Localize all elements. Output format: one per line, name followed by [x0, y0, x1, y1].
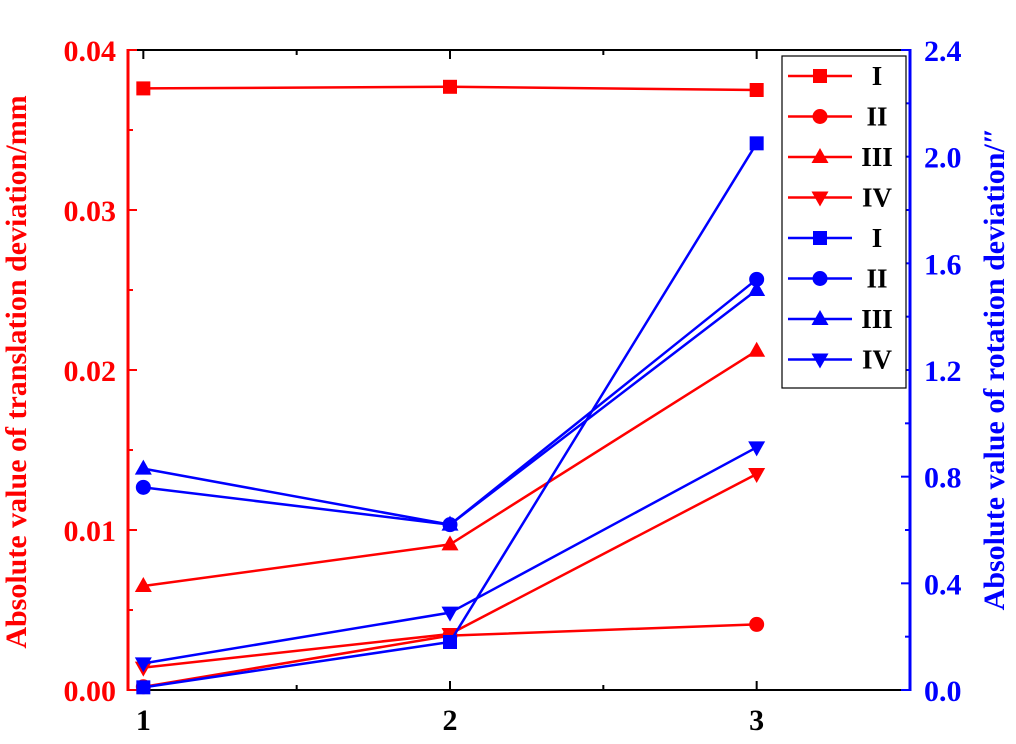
legend-marker: [811, 310, 829, 325]
right-axis-tick-label: 2.0: [924, 142, 962, 175]
left-axis-tick-label: 0.03: [64, 195, 117, 228]
data-point-left-iv: [748, 468, 766, 483]
right-axis-tick-label: 1.2: [924, 355, 962, 388]
legend-marker: [811, 353, 829, 369]
data-point-left-i: [749, 83, 764, 97]
data-point-right-ii: [135, 479, 151, 495]
legend-marker: [812, 271, 828, 286]
data-point-left-iii: [134, 577, 152, 592]
data-point-right-iv: [134, 657, 152, 673]
right-axis-tick-label: 2.4: [924, 35, 962, 68]
series-line-right-iii: [143, 289, 758, 526]
data-point-right-iv: [748, 441, 766, 457]
data-point-left-i: [443, 79, 457, 94]
x-axis-tick-label: 2: [443, 704, 458, 737]
legend-box: [781, 55, 907, 389]
plot-area: 0.00 0.01 0.02 0.03 0.04 0.0 0.4 0.8 1.2 1.6 2.0 2.…: [64, 35, 962, 737]
data-point-left-i: [136, 81, 151, 96]
legend-label: II: [866, 102, 887, 132]
data-point-right-ii: [749, 271, 765, 287]
legend-marker: [813, 231, 827, 245]
legend-label: IV: [862, 345, 893, 375]
legend-label: IV: [862, 183, 893, 213]
left-axis-tick-label: 0.01: [64, 515, 117, 548]
right-axis-tick-label: 0.4: [924, 568, 962, 601]
data-point-right-iii: [441, 515, 459, 531]
data-point-right-iii: [134, 459, 152, 475]
left-axis-title: Absolute value of translation deviation/…: [0, 95, 33, 648]
left-axis-tick-label: 0.04: [64, 35, 117, 68]
data-point-right-iii: [748, 281, 766, 296]
series-line-right-i: [143, 142, 758, 689]
right-axis-tick-label: 1.6: [924, 248, 962, 281]
data-point-right-i: [749, 136, 764, 151]
data-point-right-i: [443, 635, 457, 649]
legend-label: II: [866, 264, 887, 294]
legend-marker: [812, 109, 828, 124]
right-axis-title: Absolute value of rotation deviation/″: [978, 128, 1011, 611]
left-axis-tick-label: 0.00: [64, 675, 117, 708]
x-axis-tick-label: 1: [136, 704, 151, 737]
data-point-left-ii: [749, 616, 765, 632]
data-point-right-i: [136, 680, 151, 695]
legend-marker: [811, 148, 829, 163]
data-point-left-iii: [441, 535, 459, 551]
right-axis-tick-label: 0.8: [924, 462, 962, 495]
legend-label: III: [861, 304, 893, 334]
data-point-right-iv: [441, 606, 459, 622]
series-line-right-ii: [143, 278, 758, 526]
right-axis-tick-label: 0.0: [924, 675, 962, 708]
data-point-left-iii: [748, 341, 766, 357]
legend-label: III: [861, 142, 893, 172]
left-axis-tick-label: 0.02: [64, 355, 117, 388]
legend-marker: [811, 191, 829, 207]
series-line-left-iii: [143, 349, 758, 588]
legend-label: I: [872, 223, 883, 253]
legend-label: I: [872, 61, 883, 91]
legend-marker: [813, 69, 827, 83]
x-axis-tick-label: 3: [749, 704, 764, 737]
